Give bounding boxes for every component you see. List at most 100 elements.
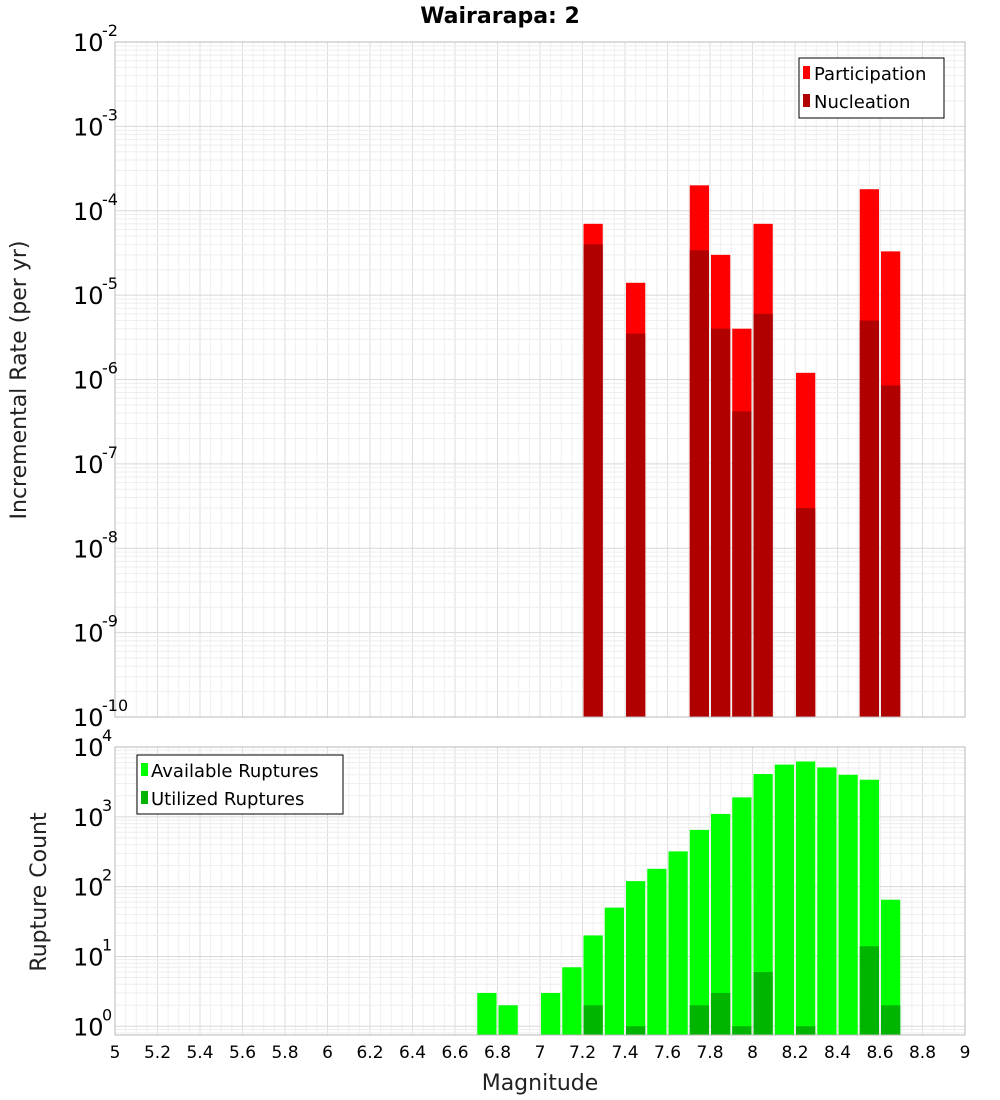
- nucleation-bar: [732, 411, 752, 717]
- available-ruptures-bar: [541, 992, 561, 1035]
- x-tick-label: 7: [535, 1043, 546, 1063]
- rate-y-tick-labels: 10-210-310-410-510-610-710-810-910-10: [73, 21, 128, 732]
- count-plot-frame: [114, 746, 966, 1036]
- available-ruptures-bar: [817, 767, 837, 1035]
- x-tick-label: 8.6: [866, 1043, 893, 1063]
- chart-title: Wairarapa: 2: [420, 4, 580, 29]
- available-ruptures-bar: [774, 764, 794, 1035]
- available-legend-label: Available Ruptures: [151, 761, 319, 782]
- available-ruptures-bar: [689, 829, 709, 1035]
- rate-plot-bars: [583, 185, 901, 718]
- count-y-tick-base: 10: [73, 804, 104, 832]
- utilized-ruptures-bar: [732, 1026, 752, 1035]
- available-ruptures-bar: [668, 851, 688, 1035]
- nucleation-bar: [796, 507, 816, 717]
- available-ruptures-bar: [626, 881, 646, 1035]
- available-ruptures-bar: [753, 774, 773, 1035]
- available-ruptures-bar: [647, 868, 667, 1035]
- nucleation-bar: [881, 385, 901, 717]
- rate-y-tick-base: 10: [73, 620, 104, 648]
- count-y-tick-exponent: 0: [102, 1005, 112, 1024]
- nucleation-bar: [583, 244, 603, 718]
- utilized-ruptures-bar: [711, 992, 731, 1035]
- utilized-ruptures-bar: [583, 1005, 603, 1035]
- x-tick-label: 5.4: [186, 1043, 213, 1063]
- utilized-legend-swatch: [141, 791, 148, 804]
- magnitude-tick-labels: 5 5.2 5.4 5.6 5.8 6 6.2 6.4 6.6 6.8 7 7.2 7.4 7.6 7.8 8…: [110, 1043, 971, 1063]
- available-ruptures-bar: [838, 774, 858, 1035]
- available-ruptures-bar: [562, 967, 582, 1035]
- x-tick-label: 8.4: [824, 1043, 851, 1063]
- x-tick-label: 5: [110, 1043, 121, 1063]
- available-ruptures-bar: [604, 907, 624, 1035]
- count-y-axis-label: Rupture Count: [27, 812, 52, 972]
- utilized-legend-label: Utilized Ruptures: [151, 789, 304, 810]
- x-tick-label: 8: [747, 1043, 758, 1063]
- available-ruptures-bar: [881, 899, 901, 1035]
- nucleation-bar: [753, 313, 773, 717]
- count-plot-bars: [477, 761, 901, 1035]
- rate-y-tick-exponent: -4: [102, 190, 118, 209]
- rate-y-tick-exponent: -10: [102, 696, 128, 715]
- rate-y-tick-exponent: -5: [102, 274, 118, 293]
- count-y-tick-base: 10: [73, 1013, 104, 1041]
- x-tick-label: 5.2: [144, 1043, 171, 1063]
- available-ruptures-bar: [732, 797, 752, 1035]
- rate-y-tick-base: 10: [73, 704, 104, 732]
- x-tick-label: 8.2: [781, 1043, 808, 1063]
- x-tick-label: 9: [960, 1043, 971, 1063]
- utilized-ruptures-bar: [796, 1026, 816, 1035]
- count-legend: Available Ruptures Utilized Ruptures: [136, 754, 344, 815]
- rate-y-tick-base: 10: [73, 535, 104, 563]
- rate-y-tick-exponent: -7: [102, 443, 118, 462]
- rate-y-tick-exponent: -9: [102, 612, 118, 631]
- x-tick-label: 6: [322, 1043, 333, 1063]
- count-y-tick-exponent: 1: [102, 935, 112, 954]
- rate-y-tick-base: 10: [73, 451, 104, 479]
- nucleation-bar: [711, 328, 731, 717]
- x-tick-label: 7.4: [611, 1043, 638, 1063]
- rate-y-tick-exponent: -6: [102, 359, 118, 378]
- rate-plot-frame: [114, 41, 966, 718]
- rate-y-tick-base: 10: [73, 367, 104, 395]
- available-ruptures-bar: [498, 1005, 518, 1035]
- x-tick-label: 6.6: [441, 1043, 468, 1063]
- x-tick-label: 6.2: [356, 1043, 383, 1063]
- count-legend-box: [136, 754, 344, 815]
- available-ruptures-bar: [477, 992, 497, 1035]
- count-y-tick-base: 10: [73, 874, 104, 902]
- rate-y-tick-base: 10: [73, 198, 104, 226]
- rate-y-tick-exponent: -2: [102, 21, 118, 40]
- nucleation-legend-label: Nucleation: [814, 92, 910, 113]
- utilized-ruptures-bar: [689, 1005, 709, 1035]
- rate-y-tick-exponent: -3: [102, 105, 118, 124]
- participation-legend-label: Participation: [814, 64, 926, 85]
- utilized-ruptures-bar: [626, 1026, 646, 1035]
- rate-y-tick-base: 10: [73, 29, 104, 57]
- count-y-tick-exponent: 3: [102, 796, 112, 815]
- rate-plot-gridlines: [114, 41, 966, 718]
- nucleation-bar: [859, 320, 879, 717]
- x-tick-label: 7.2: [569, 1043, 596, 1063]
- rate-legend: Participation Nucleation: [798, 57, 945, 119]
- nucleation-legend-swatch: [803, 94, 810, 107]
- rate-y-tick-base: 10: [73, 113, 104, 141]
- x-tick-label: 5.6: [229, 1043, 256, 1063]
- rate-y-tick-exponent: -8: [102, 527, 118, 546]
- available-ruptures-bar: [711, 813, 731, 1035]
- x-tick-label: 5.8: [271, 1043, 298, 1063]
- rate-legend-box: [798, 57, 945, 119]
- rate-plot-panel: 10-210-310-410-510-610-710-810-910-10 In…: [7, 21, 966, 732]
- count-y-tick-base: 10: [73, 734, 104, 762]
- participation-legend-swatch: [803, 66, 810, 79]
- available-ruptures-bar: [796, 761, 816, 1035]
- count-y-tick-exponent: 4: [102, 726, 112, 745]
- x-tick-label: 7.8: [696, 1043, 723, 1063]
- magnitude-axis-label: Magnitude: [482, 1071, 599, 1096]
- x-tick-label: 8.8: [909, 1043, 936, 1063]
- count-y-tick-base: 10: [73, 943, 104, 971]
- rate-y-axis-label: Incremental Rate (per yr): [7, 241, 32, 520]
